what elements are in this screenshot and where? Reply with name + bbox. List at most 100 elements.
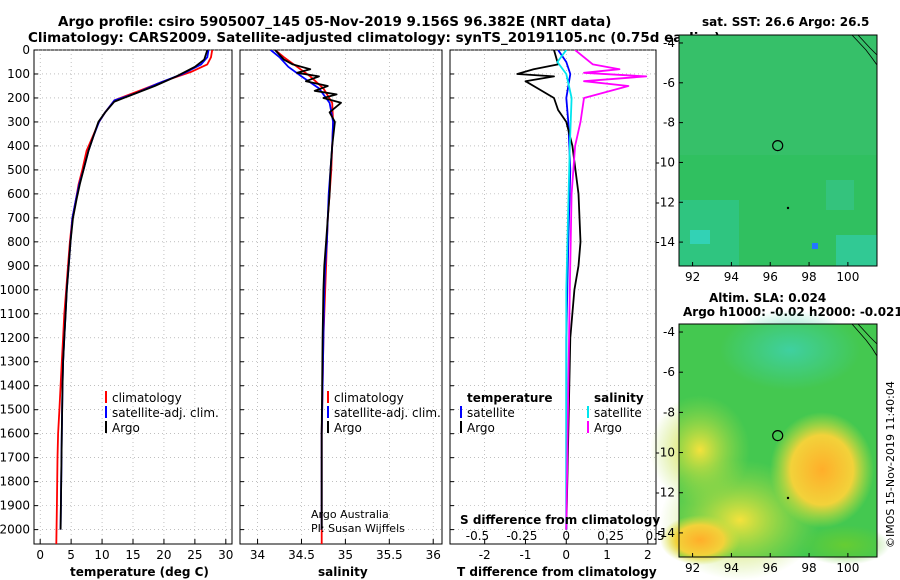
legend-label-satellite: satellite-adj. clim. xyxy=(334,406,441,420)
map-y-tick-label: -10 xyxy=(655,446,675,460)
depth-tick-label: 1200 xyxy=(0,331,30,345)
map-y-tick-label: -14 xyxy=(655,235,675,249)
depth-tick-label: 800 xyxy=(7,235,30,249)
legend-label-argo: Argo xyxy=(334,421,362,435)
sst-island-marker xyxy=(786,206,790,210)
salinity-difference-axis: -0.5 -0.25 0 0.25 0.5 xyxy=(466,529,665,543)
legend-swatch-argo xyxy=(327,421,329,433)
legend-swatch-argo xyxy=(105,421,107,433)
sst-map-field-upper xyxy=(679,35,877,155)
legend-swatch-satellite xyxy=(327,406,329,418)
series-line-argo xyxy=(59,50,209,530)
map-y-tick-label: -12 xyxy=(655,486,675,500)
salinity-axis-label: salinity xyxy=(318,565,368,579)
credit-pi: PI: Susan Wijffels xyxy=(311,522,405,535)
depth-tick-label: 400 xyxy=(7,139,30,153)
depth-tick-label: 2000 xyxy=(0,523,30,537)
s-difference-axis-label: S difference from climatology xyxy=(460,513,660,527)
x-tick-label: 35 xyxy=(338,548,353,562)
x-tick-label: 30 xyxy=(218,548,233,562)
x-tick-label: 0 xyxy=(562,548,570,562)
legend-swatch-t-argo xyxy=(460,421,462,433)
depth-axis: 0 100 200 300 400 500 600 700 800 900 1000 1100 1200… xyxy=(0,43,454,537)
series-line-salinity-satellite xyxy=(556,50,573,530)
map-y-tick-label: -12 xyxy=(655,195,675,209)
sst-map-blue-pixel xyxy=(812,243,818,249)
difference-legend: temperature satellite Argo salinity sate… xyxy=(460,391,644,435)
depth-tick-label: 200 xyxy=(7,91,30,105)
x-tick-label: 5 xyxy=(67,548,75,562)
legend-label-t-argo: Argo xyxy=(467,421,495,435)
sla-map-warm-anomaly-sw xyxy=(660,515,740,565)
x-tick-label: 25 xyxy=(187,548,202,562)
x-tick-label: 1 xyxy=(603,548,611,562)
x-tick-label: 2 xyxy=(644,548,652,562)
s-diff-tick-label: 0.5 xyxy=(646,529,665,543)
sla-map-warm-anomaly-north xyxy=(650,395,750,505)
sla-map-coastline xyxy=(851,323,878,357)
depth-tick-label: 300 xyxy=(7,115,30,129)
sst-map-frame xyxy=(678,34,878,267)
x-tick-label: -1 xyxy=(519,548,531,562)
map-x-tick-label: 98 xyxy=(801,561,816,575)
depth-tick-label: 1600 xyxy=(0,427,30,441)
legend-swatch-satellite xyxy=(105,406,107,418)
depth-tick-label: 900 xyxy=(7,259,30,273)
imos-credit: ©IMOS 15-Nov-2019 11:40:04 xyxy=(884,381,897,548)
difference-x-axis: -2 -1 0 1 2 xyxy=(479,539,652,562)
map-y-tick-label: -10 xyxy=(655,155,675,169)
legend-swatch-t-satellite xyxy=(460,406,462,418)
map-x-tick-label: 96 xyxy=(763,270,778,284)
salinity-legend: climatology satellite-adj. clim. Argo xyxy=(327,391,441,435)
depth-tick-label: 1000 xyxy=(0,283,30,297)
series-line-climatology xyxy=(55,50,214,544)
x-tick-label: 20 xyxy=(156,548,171,562)
map-y-tick-label: -6 xyxy=(663,76,675,90)
depth-tick-label: 1300 xyxy=(0,355,30,369)
grid-layer xyxy=(34,49,656,544)
depth-tick-label: 1400 xyxy=(0,379,30,393)
map-y-tick-label: -8 xyxy=(663,116,675,130)
sst-map-coastline-2 xyxy=(857,34,878,56)
sla-map-cool-anomaly xyxy=(720,310,860,390)
temperature-x-axis: 0 5 10 15 20 25 30 xyxy=(36,539,233,562)
legend-label-climatology: climatology xyxy=(112,391,182,405)
depth-tick-label: 1900 xyxy=(0,499,30,513)
sla-map-coastline-2 xyxy=(857,323,878,345)
map-x-tick-label: 100 xyxy=(836,561,859,575)
legend-label-climatology: climatology xyxy=(334,391,404,405)
credit-argo-australia: Argo Australia xyxy=(311,508,389,521)
legend-label-s-argo: Argo xyxy=(594,421,622,435)
difference-panel-frame xyxy=(449,49,657,545)
difference-lines xyxy=(516,50,648,530)
legend-heading-temperature: temperature xyxy=(467,391,552,405)
map-x-tick-label: 92 xyxy=(685,561,700,575)
series-line-salinity-argo xyxy=(565,50,648,530)
x-tick-label: 10 xyxy=(94,548,109,562)
legend-label-satellite: satellite-adj. clim. xyxy=(112,406,219,420)
x-tick-label: 34 xyxy=(250,548,265,562)
sla-map-frame xyxy=(678,323,878,558)
sst-map-cool-pixel xyxy=(690,230,710,244)
sla-map-title-line1: Altim. SLA: 0.024 xyxy=(709,291,826,305)
temperature-panel-frame xyxy=(33,49,233,545)
sst-map-coastline xyxy=(851,34,878,66)
sla-island-marker xyxy=(786,496,790,500)
sla-map xyxy=(650,310,890,580)
temperature-axis-label: temperature (deg C) xyxy=(70,565,209,579)
s-diff-tick-label: 0 xyxy=(562,529,570,543)
sla-map-green-patch xyxy=(800,525,890,565)
legend-swatch-s-satellite xyxy=(587,406,589,418)
s-diff-tick-label: -0.25 xyxy=(506,529,537,543)
depth-tick-label: 100 xyxy=(7,67,30,81)
figure-title-line1: Argo profile: csiro 5905007_145 05-Nov-2… xyxy=(58,14,611,30)
depth-tick-label: 700 xyxy=(7,211,30,225)
map-x-tick-label: 96 xyxy=(763,561,778,575)
sst-map-title: sat. SST: 26.6 Argo: 26.5 xyxy=(702,15,869,29)
x-tick-label: -2 xyxy=(479,548,491,562)
map-x-tick-label: 92 xyxy=(685,270,700,284)
depth-tick-label: 1100 xyxy=(0,307,30,321)
depth-tick-label: 1500 xyxy=(0,403,30,417)
legend-label-t-satellite: satellite xyxy=(467,406,515,420)
